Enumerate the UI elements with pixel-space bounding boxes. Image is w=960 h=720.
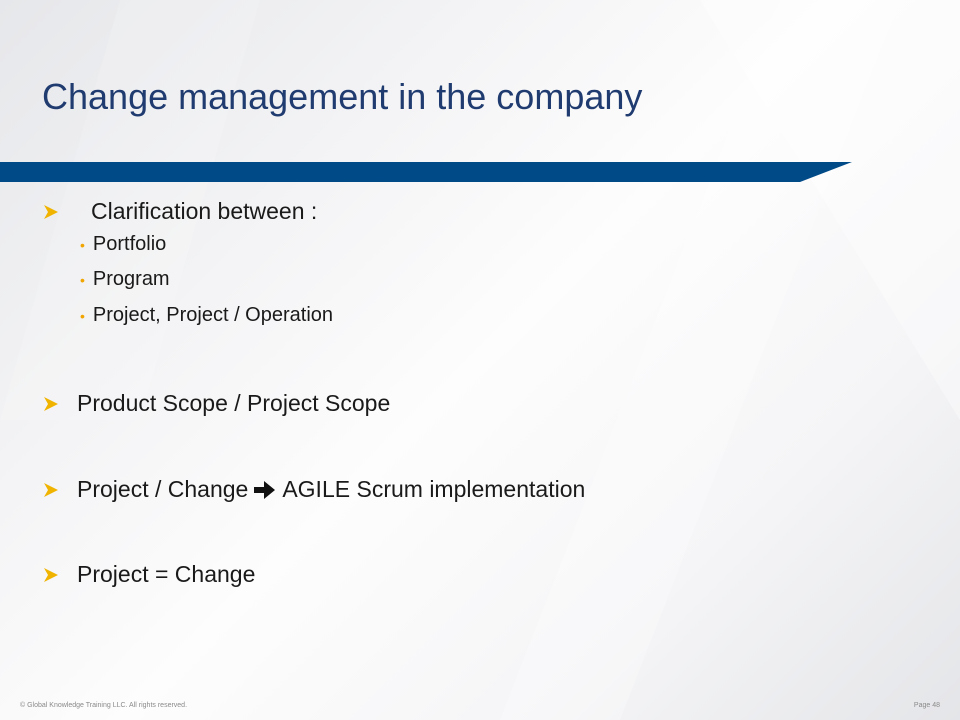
dot-bullet-icon: • bbox=[80, 271, 85, 288]
sub-bullet-text: Project, Project / Operation bbox=[92, 304, 334, 326]
bullet-item: Clarification between : bbox=[44, 198, 317, 225]
dot-bullet-icon: • bbox=[80, 307, 85, 324]
sub-bullet-text: Portfolio bbox=[92, 233, 167, 255]
title-band bbox=[0, 162, 852, 182]
bullet-item: Project = Change bbox=[44, 561, 255, 588]
bullet-text: Product Scope / Project Scope bbox=[77, 390, 391, 416]
footer-copyright: © Global Knowledge Training LLC. All rig… bbox=[20, 702, 188, 709]
sub-bullet-text: Program bbox=[92, 268, 170, 290]
bullet-item: Project / Change AGILE Scrum implementat… bbox=[44, 476, 585, 503]
bullet-text: Clarification between : bbox=[91, 198, 318, 224]
arrow-bullet-icon bbox=[44, 567, 58, 582]
sub-bullet-item: • Project, Project / Operation bbox=[80, 304, 333, 327]
bullet-text: Project = Change bbox=[77, 561, 256, 587]
sub-bullet-item: • Program bbox=[80, 268, 170, 291]
page-title: Change management in the company bbox=[42, 76, 643, 117]
bullet-text-after: AGILE Scrum implementation bbox=[282, 476, 586, 502]
bullet-item: Product Scope / Project Scope bbox=[44, 390, 390, 417]
bullet-text-before: Project / Change bbox=[77, 476, 249, 502]
arrow-bullet-icon bbox=[44, 204, 58, 219]
arrow-bullet-icon bbox=[44, 482, 58, 497]
dot-bullet-icon: • bbox=[80, 236, 85, 253]
footer-page-number: Page 48 bbox=[913, 702, 940, 709]
right-arrow-icon bbox=[254, 480, 276, 499]
sub-bullet-item: • Portfolio bbox=[80, 233, 166, 256]
arrow-bullet-icon bbox=[44, 396, 58, 411]
